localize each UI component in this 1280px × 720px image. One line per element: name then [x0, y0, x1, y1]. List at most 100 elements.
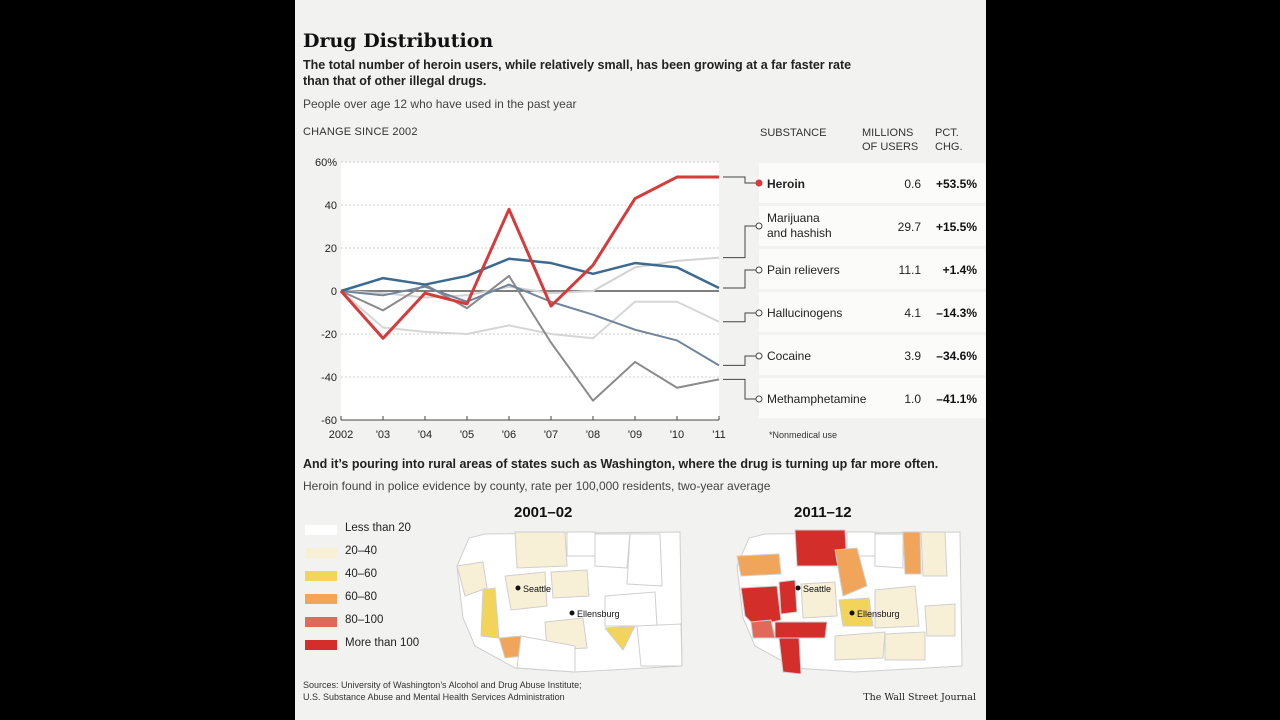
county-region — [456, 561, 488, 597]
county-region — [626, 533, 663, 587]
row-users: 3.9 — [904, 349, 921, 363]
row-users: 1.0 — [904, 392, 921, 406]
maps-heading: And it’s pouring into rural areas of sta… — [303, 457, 939, 471]
y-tick-label: 40 — [325, 200, 337, 212]
maps-subheading: Heroin found in police evidence by count… — [303, 479, 771, 493]
city-dot-ellensburg — [849, 610, 855, 616]
leader-line — [723, 225, 757, 259]
infographic-card: Drug Distribution The total number of he… — [295, 0, 986, 720]
legend-swatch — [305, 640, 337, 650]
county-region — [603, 625, 636, 651]
table-footnote: *Nonmedical use — [769, 430, 838, 440]
x-tick-label: '06 — [502, 429, 516, 441]
city-dot-ellensburg — [569, 610, 575, 616]
city-label-seattle: Seattle — [523, 584, 551, 594]
deck-text: The total number of heroin users, while … — [303, 58, 852, 88]
map2-title: 2011–12 — [794, 504, 852, 521]
leader-marker — [755, 352, 763, 360]
city-label-ellensburg: Ellensburg — [577, 609, 620, 619]
row-pct: +53.5% — [935, 177, 977, 191]
county-region — [566, 531, 596, 557]
row-users: 0.6 — [904, 177, 921, 191]
county-region — [594, 533, 631, 569]
y-axis-note: CHANGE SINCE 2002 — [303, 126, 418, 138]
leader-marker — [755, 309, 763, 317]
legend-item-gt100: More than 100 — [305, 637, 455, 655]
county-region — [736, 553, 782, 577]
leader-line — [723, 312, 757, 323]
legend-item-80-100: 80–100 — [305, 614, 455, 632]
row-name-line1: Marijuana — [767, 211, 820, 225]
series-line-hallucinogens — [340, 290, 720, 340]
col-head-users-2: OF USERS — [862, 141, 919, 153]
row-users: 29.7 — [897, 220, 921, 234]
source-line-1: Sources: University of Washington’s Alco… — [303, 680, 582, 690]
leader-marker — [755, 222, 763, 230]
county-region — [636, 623, 683, 667]
county-region — [874, 533, 904, 569]
city-dot-seattle — [795, 585, 801, 591]
legend-item-lt20: Less than 20 — [305, 522, 455, 540]
col-head-users-1: MILLIONS — [862, 127, 914, 139]
line-chart: 60% 40 20 0 -20 -40 -60 2002 '03 '04 '05 '06 '07 '08 '… — [315, 157, 763, 441]
table-row-cocaine: Cocaine 3.9 –34.6% — [759, 335, 985, 375]
row-name: Methamphetamine — [767, 392, 867, 406]
col-head-pct-2: CHG. — [935, 141, 963, 153]
row-name: Cocaine — [767, 349, 812, 363]
map1-title: 2001–02 — [514, 504, 573, 521]
x-tick-label: '03 — [376, 429, 390, 441]
legend-swatch — [305, 594, 337, 604]
row-pct: –14.3% — [936, 306, 977, 320]
y-tick-label: 0 — [331, 286, 337, 298]
legend-label: Less than 20 — [345, 522, 411, 534]
row-name-line2: and hashish — [767, 226, 832, 240]
legend-swatch — [305, 617, 337, 627]
county-region — [774, 621, 828, 639]
county-region — [924, 603, 956, 637]
leader-marker — [755, 179, 763, 187]
y-tick-label: -40 — [321, 372, 337, 384]
row-pct: –34.6% — [936, 349, 977, 363]
county-region — [834, 547, 868, 597]
county-region — [920, 531, 948, 577]
leader-line — [723, 355, 757, 366]
table-row-heroin: Heroin 0.6 +53.5% — [759, 163, 985, 203]
city-label-ellensburg: Ellensburg — [857, 609, 900, 619]
legend-label: 80–100 — [345, 614, 384, 626]
y-tick-label: -60 — [321, 415, 337, 427]
col-head-substance: SUBSTANCE — [760, 127, 827, 139]
row-pct: –41.1% — [936, 392, 977, 406]
washington-map-2001-02: Seattle Ellensburg — [456, 531, 683, 673]
row-name: Hallucinogens — [767, 306, 843, 320]
county-region — [778, 637, 802, 674]
legend-swatch — [305, 548, 337, 558]
legend-item-20-40: 20–40 — [305, 545, 455, 563]
leader-marker — [755, 395, 763, 403]
row-name: Heroin — [767, 177, 806, 191]
x-tick-label: '09 — [628, 429, 642, 441]
county-region — [884, 631, 926, 661]
table-row-marijuana: Marijuana and hashish 29.7 +15.5% — [759, 206, 985, 246]
legend-item-40-60: 40–60 — [305, 568, 455, 586]
leader-line — [723, 269, 757, 289]
source-line-2: U.S. Substance Abuse and Mental Health S… — [303, 692, 565, 702]
series-line-heroin — [339, 175, 719, 340]
x-tick-label: 2002 — [329, 429, 353, 441]
county-region — [550, 569, 590, 599]
legend-swatch — [305, 571, 337, 581]
legend-label: More than 100 — [345, 637, 420, 649]
table-row-methamphetamine: Methamphetamine 1.0 –41.1% — [759, 378, 985, 418]
x-tick-label: '10 — [670, 429, 684, 441]
y-tick-label: -20 — [321, 329, 337, 341]
x-tick-label: '04 — [418, 429, 432, 441]
legend-item-60-80: 60–80 — [305, 591, 455, 609]
legend-label: 60–80 — [345, 591, 377, 603]
page-title: Drug Distribution — [303, 30, 494, 52]
x-tick-label: '08 — [586, 429, 600, 441]
sources: Sources: University of Washington’s Alco… — [303, 679, 582, 703]
row-users: 11.1 — [898, 263, 921, 277]
table-row-pain-relievers: Pain relievers 11.1 +1.4% — [759, 249, 985, 289]
x-tick-label: '07 — [544, 429, 558, 441]
county-region — [778, 579, 798, 615]
leader-marker — [755, 266, 763, 274]
